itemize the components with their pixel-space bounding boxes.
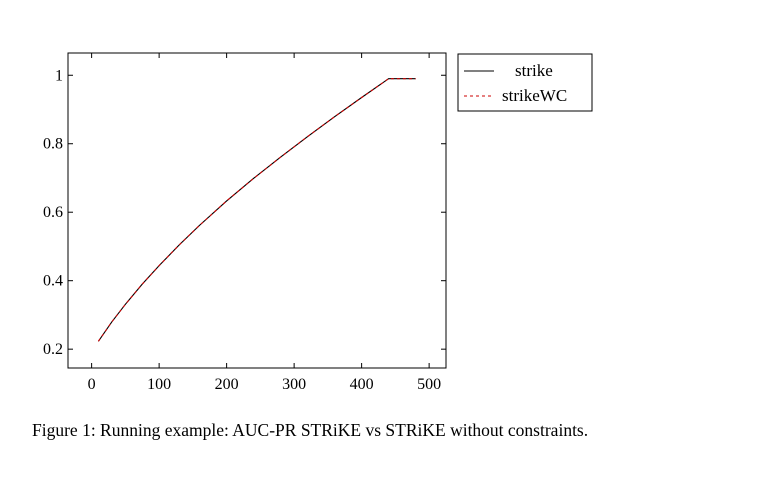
plot-area-frame bbox=[67, 52, 447, 369]
x-tick-label: 0 bbox=[88, 376, 96, 393]
x-tick-label: 100 bbox=[147, 376, 171, 393]
y-tick-label: 0.8 bbox=[43, 136, 63, 153]
y-tick-label: 0.6 bbox=[43, 204, 63, 221]
legend-label-strikewc: strikeWC bbox=[502, 86, 567, 105]
series-line-strikewc bbox=[97, 78, 416, 342]
x-tick-label: 500 bbox=[417, 376, 441, 393]
x-tick-label: 400 bbox=[350, 376, 374, 393]
figure-caption: Figure 1: Running example: AUC-PR STRiKE… bbox=[32, 420, 589, 440]
y-tick-label: 0.4 bbox=[43, 273, 63, 290]
x-tick-label: 200 bbox=[215, 376, 239, 393]
x-tick-label: 300 bbox=[282, 376, 306, 393]
series-line-strike bbox=[97, 78, 416, 342]
ticks-layer: 0 100 200 300 400 500 0.2 0.4 0.6 0.8 1 bbox=[43, 53, 446, 393]
series-layer bbox=[97, 78, 416, 342]
legend-label-strike: strike bbox=[515, 61, 553, 80]
legend-box bbox=[457, 53, 593, 112]
line-chart: 0 100 200 300 400 500 0.2 0.4 0.6 0.8 1 strike str… bbox=[43, 52, 593, 393]
y-tick-label: 0.2 bbox=[43, 341, 63, 358]
y-tick-label: 1 bbox=[55, 67, 63, 84]
legend: strike strikeWC bbox=[457, 53, 593, 112]
